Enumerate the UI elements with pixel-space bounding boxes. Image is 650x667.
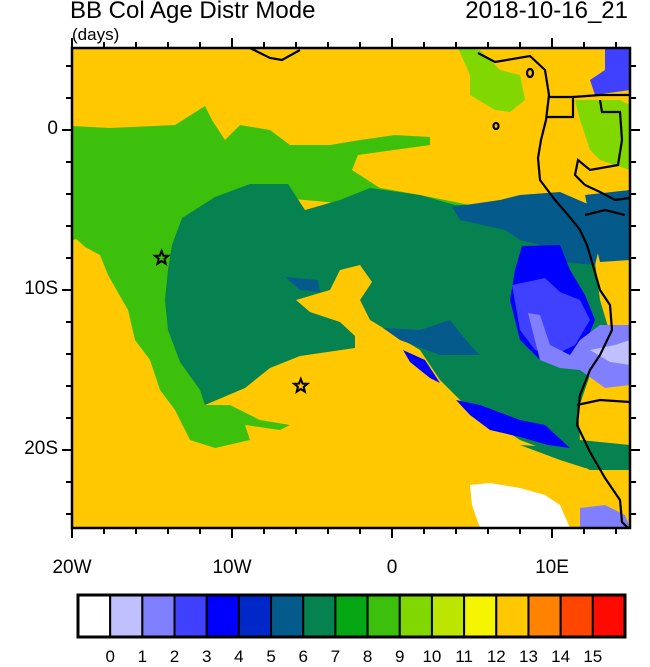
colorbar-swatch (302, 594, 337, 638)
plot-title: BB Col Age Distr Mode (70, 0, 316, 24)
colorbar-label: 0 (105, 647, 115, 666)
colorbar-label: 14 (551, 647, 571, 666)
coastline (249, 48, 630, 528)
colorbar-swatch (527, 594, 562, 638)
y-tick-label: 20S (24, 438, 58, 459)
field-3 (590, 48, 630, 95)
colorbar-swatch (430, 594, 466, 638)
field-9-tail (72, 215, 290, 448)
field-1 (590, 340, 630, 365)
star-marker (152, 248, 171, 266)
colorbar-swatch (270, 594, 305, 638)
units-label: (days) (72, 25, 120, 44)
field-7 (165, 184, 630, 470)
colorbar-swatch (366, 594, 401, 638)
field-3 (512, 278, 590, 355)
y-tick-label: 10S (24, 278, 58, 299)
colorbar-label: 4 (234, 647, 244, 666)
field-6 (520, 445, 630, 470)
colorbar-label: 9 (395, 647, 405, 666)
colorbar-swatch (205, 594, 240, 638)
colorbar-label: 3 (201, 647, 212, 666)
colorbar-label: 10 (422, 647, 442, 666)
colorbar-label: 2 (169, 647, 180, 666)
field-layer (72, 48, 630, 528)
colorbar-swatch (237, 594, 273, 638)
colorbar-swatch (141, 594, 176, 638)
colorbar-label: 6 (298, 647, 308, 666)
markers (152, 248, 311, 394)
field-6 (585, 190, 630, 262)
colorbar-swatch (77, 594, 112, 638)
field-9 (72, 106, 470, 240)
axis-ticks (62, 38, 640, 538)
colorbar-swatch (398, 594, 433, 638)
colorbar (76, 593, 627, 639)
field-2 (580, 505, 630, 528)
x-tick-label: 10E (535, 557, 569, 578)
field-4 (456, 400, 570, 448)
field-6 (285, 277, 320, 292)
colorbar-swatch (591, 594, 627, 638)
colorbar-label: 13 (519, 647, 538, 666)
colorbar-label: 15 (583, 647, 603, 666)
map-frame (70, 46, 632, 530)
field-2 (528, 313, 630, 388)
colorbar-label: 5 (266, 647, 276, 666)
star-marker (291, 376, 311, 394)
field-6 (383, 320, 480, 355)
x-tick-label: 20W (52, 557, 92, 578)
colorbar-label: 12 (486, 647, 506, 666)
colorbar-swatch (463, 594, 498, 638)
colorbar-label: 1 (137, 647, 148, 666)
y-tick-label: 0 (47, 118, 58, 139)
colorbar-swatch (173, 594, 208, 638)
x-tick-label: 10W (212, 557, 252, 578)
datetime-label: 2018-10-16_21 (465, 0, 628, 24)
field-4 (403, 350, 440, 383)
colorbar-swatch (495, 594, 530, 638)
field-10 (575, 100, 630, 170)
colorbar-swatch (334, 594, 369, 638)
colorbar-swatch (109, 594, 144, 638)
field-0 (470, 483, 570, 528)
colorbar-swatch (559, 594, 594, 638)
colorbar-label: 11 (455, 647, 473, 666)
x-tick-label: 0 (386, 557, 398, 578)
colorbar-label: 7 (330, 647, 341, 666)
colorbar-label: 8 (362, 647, 373, 666)
field-10 (458, 48, 525, 112)
